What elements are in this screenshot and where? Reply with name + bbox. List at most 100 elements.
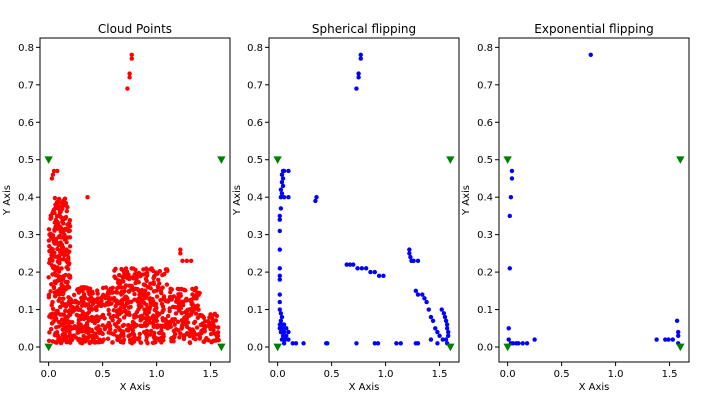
- y-axis-label: Y Axis: [232, 185, 243, 216]
- data-point: [446, 329, 451, 335]
- data-point: [49, 282, 54, 287]
- data-point: [435, 341, 440, 346]
- data-point: [516, 341, 521, 346]
- reference-point-marker: [217, 343, 226, 352]
- data-point: [50, 247, 55, 252]
- data-point: [142, 288, 148, 293]
- data-point: [49, 302, 54, 308]
- data-point: [108, 286, 113, 291]
- data-point: [136, 303, 142, 308]
- data-point: [129, 266, 134, 271]
- data-point: [286, 194, 291, 200]
- data-point: [184, 331, 190, 336]
- data-point: [117, 327, 123, 333]
- data-point: [277, 277, 282, 282]
- y-tick-label: 0.7: [18, 80, 34, 91]
- data-point: [381, 273, 386, 279]
- data-point: [200, 321, 205, 326]
- data-point: [176, 296, 181, 301]
- data-point: [127, 71, 132, 76]
- data-point: [116, 301, 121, 306]
- y-tick-label: 0.0: [477, 343, 493, 354]
- data-point: [394, 341, 399, 346]
- data-point: [354, 341, 359, 346]
- data-point: [159, 328, 164, 334]
- reference-point-marker: [44, 156, 53, 164]
- data-point: [66, 249, 72, 254]
- data-point: [351, 262, 356, 267]
- data-point: [95, 296, 100, 301]
- data-point: [439, 307, 444, 312]
- data-point: [70, 299, 76, 305]
- data-point: [50, 306, 56, 312]
- data-point: [58, 224, 63, 230]
- data-point: [90, 301, 96, 307]
- data-point: [145, 306, 150, 311]
- data-point: [347, 262, 353, 267]
- y-tick-label: 0.5: [477, 155, 493, 166]
- data-point: [106, 311, 112, 317]
- data-point: [142, 311, 148, 316]
- data-point: [127, 332, 133, 338]
- data-point: [49, 215, 54, 220]
- data-point: [106, 323, 111, 329]
- y-tick-label: 0.3: [247, 230, 263, 241]
- data-point: [178, 291, 183, 297]
- data-point: [138, 288, 143, 294]
- data-point: [121, 315, 127, 320]
- data-point: [144, 278, 149, 284]
- data-point: [46, 275, 51, 280]
- data-point: [141, 300, 147, 306]
- data-point: [61, 216, 67, 222]
- data-point: [278, 206, 284, 211]
- data-point: [358, 52, 363, 58]
- data-point: [443, 337, 449, 342]
- data-point: [57, 296, 62, 301]
- data-point: [62, 287, 68, 292]
- data-point: [208, 331, 214, 337]
- data-point: [278, 329, 284, 335]
- data-point: [145, 284, 151, 290]
- data-point: [118, 339, 123, 345]
- data-point: [524, 341, 530, 346]
- data-point: [78, 307, 83, 312]
- data-point: [358, 56, 363, 61]
- data-point: [207, 320, 212, 325]
- data-point: [520, 341, 525, 346]
- data-point: [136, 307, 141, 312]
- data-point: [181, 334, 187, 339]
- data-point: [424, 299, 429, 305]
- y-tick-label: 0.5: [18, 155, 34, 166]
- data-point: [106, 307, 111, 313]
- data-point: [441, 311, 447, 316]
- data-point: [138, 318, 143, 323]
- subplot-cloud-points: Cloud Points X Axis Y Axis 0.0 0.5 1.0 1.5 0…: [2, 22, 231, 393]
- data-point: [102, 316, 107, 321]
- data-point: [313, 198, 318, 204]
- reference-point-marker: [676, 343, 685, 352]
- data-point: [123, 270, 129, 275]
- data-point: [293, 341, 299, 346]
- data-point: [157, 281, 162, 286]
- data-point: [167, 319, 173, 324]
- data-point: [195, 306, 200, 311]
- data-point: [670, 337, 676, 342]
- data-point: [93, 331, 98, 336]
- data-point: [159, 340, 164, 345]
- y-tick-label: 0.1: [18, 305, 34, 316]
- data-point: [179, 325, 185, 330]
- data-point: [61, 296, 66, 301]
- data-point: [280, 326, 286, 331]
- data-point: [153, 340, 158, 345]
- data-point: [372, 341, 377, 346]
- data-point: [53, 331, 58, 336]
- data-point: [52, 254, 58, 259]
- data-point: [98, 302, 104, 308]
- y-tick-label: 0.5: [247, 155, 263, 166]
- y-axis-label: Y Axis: [2, 185, 13, 216]
- data-point: [77, 336, 82, 342]
- data-point: [676, 329, 681, 335]
- data-point: [193, 311, 199, 316]
- data-point: [86, 326, 92, 332]
- data-point: [56, 336, 61, 342]
